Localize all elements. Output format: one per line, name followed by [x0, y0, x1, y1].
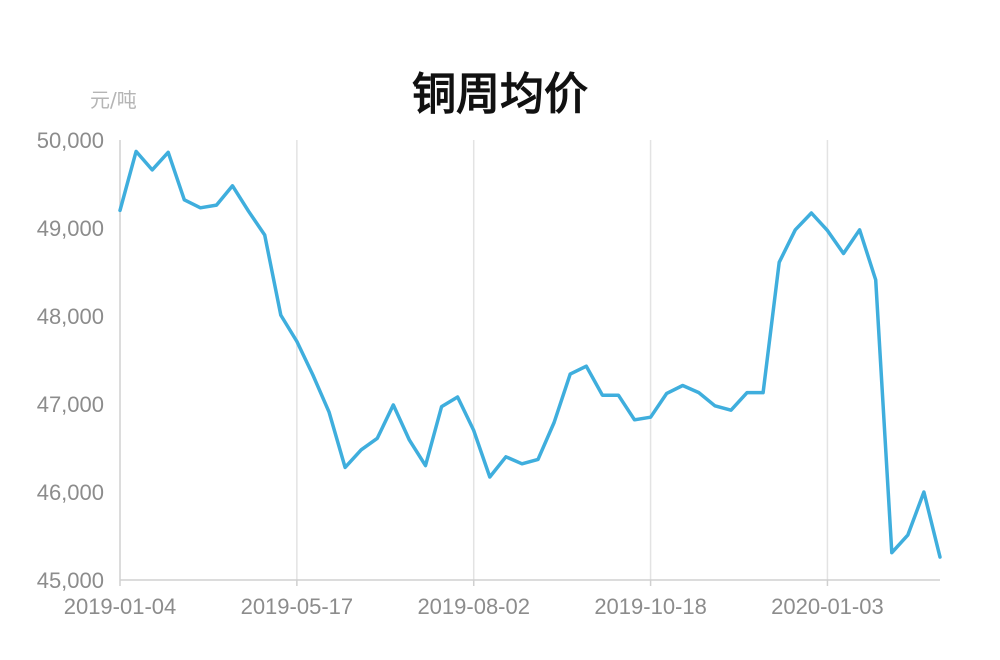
y-tick-label: 47,000 [37, 392, 104, 417]
y-tick-label: 48,000 [37, 304, 104, 329]
chart-title: 铜周均价 [412, 69, 588, 120]
series-line [118, 149, 942, 559]
x-tick-label: 2020-01-03 [771, 594, 884, 619]
x-tick-label: 2019-05-17 [241, 594, 354, 619]
x-tick-label: 2019-01-04 [64, 594, 177, 619]
x-tick-label: 2019-08-02 [417, 594, 530, 619]
x-tick-label: 2019-10-18 [594, 594, 707, 619]
y-tick-label: 45,000 [37, 568, 104, 593]
y-axis-unit-label: 元/吨 [90, 88, 137, 112]
y-tick-label: 50,000 [37, 128, 104, 153]
y-tick-label: 46,000 [37, 480, 104, 505]
y-tick-label: 49,000 [37, 216, 104, 241]
